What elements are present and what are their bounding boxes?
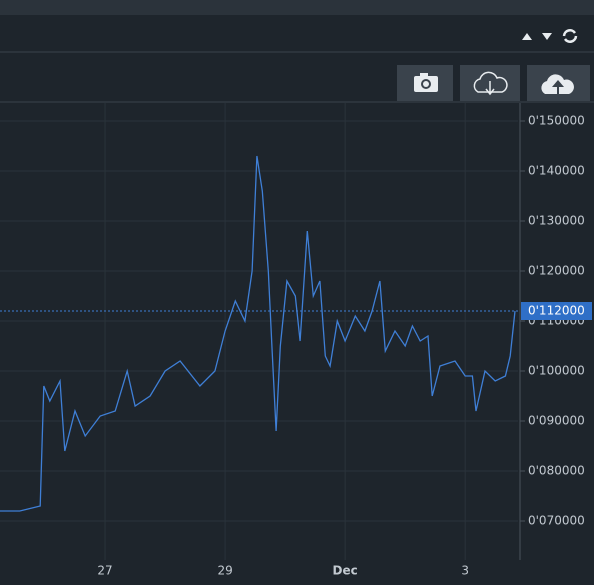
x-tick-label: 3 [461,564,469,578]
camera-icon [420,73,428,77]
arrow-icon [552,80,564,95]
y-tick-label: 0'130000 [528,214,585,228]
price-line [0,155,516,512]
y-tick-label: 0'150000 [528,114,585,128]
camera-button[interactable] [397,65,453,101]
y-tick-label: 0'100000 [528,364,585,378]
y-tick-label: 0'120000 [528,264,585,278]
refresh-button[interactable] [562,29,578,43]
arrow-icon [485,81,495,96]
sort-up-button[interactable] [522,33,532,40]
sort-down-button[interactable] [542,33,552,40]
plot: 0'0700000'0800000'0900000'1000000'110000… [0,103,592,578]
camera-icon [423,81,429,87]
cloud-icon [473,71,508,93]
y-tick-label: 0'090000 [528,414,585,428]
download-button[interactable] [460,65,520,101]
last-price-box [521,302,592,320]
refresh-arc [562,29,577,37]
x-tick-label: Dec [333,564,358,578]
y-tick-label: 0'080000 [528,464,585,478]
refresh-arc [563,35,578,43]
last-price-label: 0'112000 [528,304,585,318]
x-tick-label: 27 [97,564,112,578]
y-tick-label: 0'140000 [528,164,585,178]
y-tick-label: 0'070000 [528,514,585,528]
top-bar [0,0,594,15]
upload-button[interactable] [527,65,590,101]
x-tick-label: 29 [217,564,232,578]
